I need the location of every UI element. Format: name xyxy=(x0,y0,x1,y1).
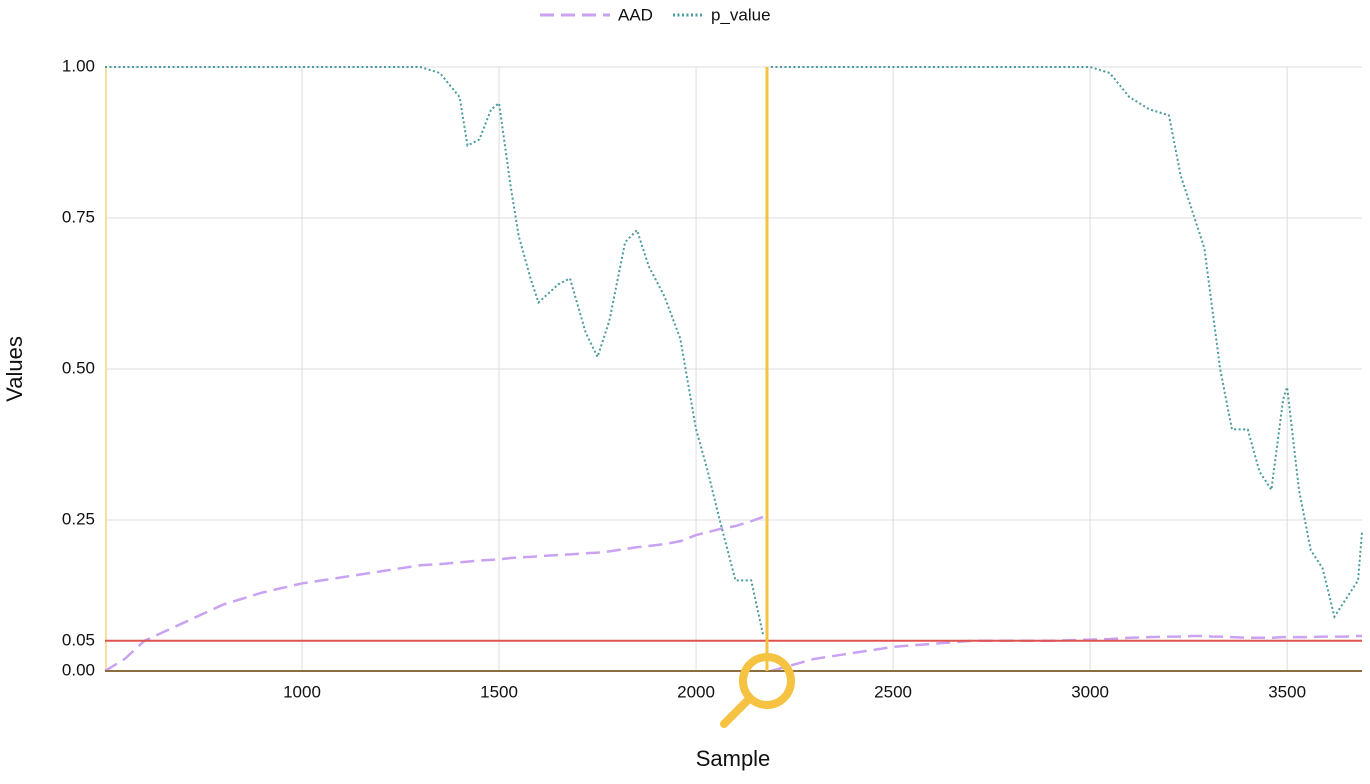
y-axis-label: Values xyxy=(2,336,27,402)
legend-label: p_value xyxy=(711,5,771,24)
x-tick-label: 2500 xyxy=(874,682,912,701)
x-tick-label: 3000 xyxy=(1071,682,1109,701)
legend-label: AAD xyxy=(618,5,653,24)
y-tick-label: 0.50 xyxy=(62,358,95,377)
y-tick-label: 0.75 xyxy=(62,207,95,226)
y-tick-label: 0.05 xyxy=(62,630,95,649)
magnifier-handle xyxy=(719,694,754,728)
x-tick-label: 2000 xyxy=(677,682,715,701)
y-tick-label: 0.25 xyxy=(62,509,95,528)
y-tick-label: 1.00 xyxy=(62,56,95,75)
y-tick-label: 0.00 xyxy=(62,660,95,679)
magnifier xyxy=(738,653,795,709)
x-tick-label: 3500 xyxy=(1268,682,1306,701)
series-line xyxy=(105,66,1363,635)
x-tick-label: 1000 xyxy=(283,682,321,701)
series-line xyxy=(104,515,1362,673)
x-axis-label: Sample xyxy=(696,746,771,771)
x-tick-label: 1500 xyxy=(480,682,518,701)
